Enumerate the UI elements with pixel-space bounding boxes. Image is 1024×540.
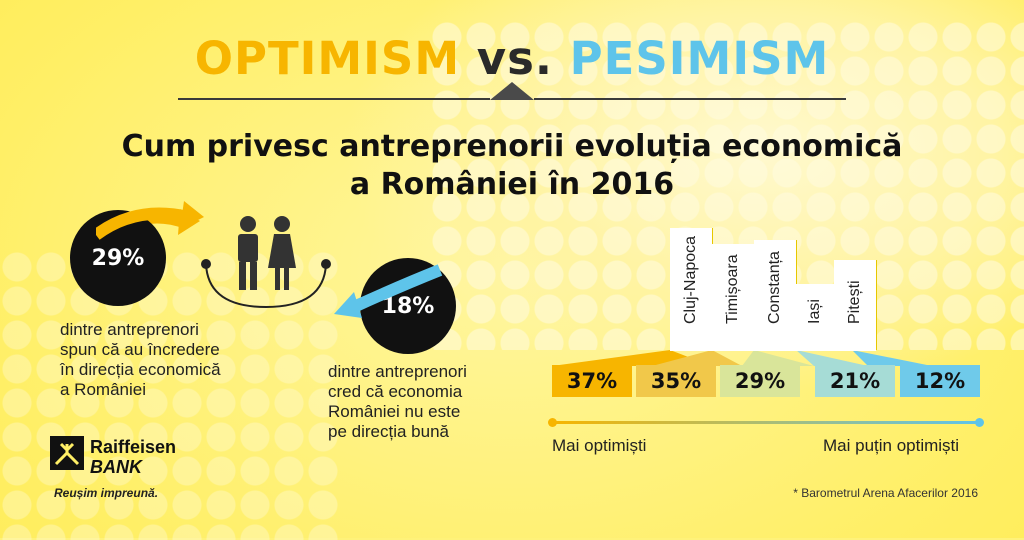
optimism-text: dintre antreprenori spun că au încredere… [60, 320, 221, 400]
divider-right [534, 98, 846, 100]
optimism-axis [552, 421, 980, 424]
city-column: Constanța [754, 240, 797, 350]
subtitle-line2: a României în 2016 [349, 167, 675, 202]
pesimism-text-line: dintre antreprenori [328, 362, 467, 381]
city-bar: 35% [636, 365, 716, 397]
city-value: 29% [734, 369, 786, 393]
brand: Raiffeisen BANK [90, 437, 176, 477]
city-name: Timișoara [724, 254, 741, 324]
headline: OPTIMISM vs. PESIMISM [0, 32, 1024, 85]
city-value: 37% [566, 369, 618, 393]
pesimism-value: 18% [381, 293, 435, 319]
axis-start-dot [548, 418, 557, 427]
optimism-text-line: în direcția economică [60, 360, 221, 379]
axis-left-label: Mai optimiști [552, 436, 647, 455]
city-value: 12% [914, 369, 966, 393]
city-column: Timișoara [712, 244, 755, 350]
decorative-dots-left [0, 250, 340, 540]
subtitle: Cum privesc antreprenorii evoluția econo… [0, 128, 1024, 204]
pesimism-text-line: României nu este [328, 402, 461, 421]
optimism-text-line: a României [60, 380, 146, 399]
city-value: 21% [829, 369, 881, 393]
people-icon [201, 216, 331, 309]
city-column: Iași [796, 284, 835, 350]
headline-optimism: OPTIMISM [194, 32, 461, 85]
optimism-circle: 29% [70, 210, 166, 306]
raiffeisen-logo-icon [50, 436, 84, 470]
city-name: Pitești [846, 280, 863, 324]
optimism-text-line: spun că au încredere [60, 340, 220, 359]
pesimism-arrow-icon [334, 264, 443, 318]
optimism-text-line: dintre antreprenori [60, 320, 199, 339]
city-column: Cluj-Napoca [670, 228, 713, 350]
axis-end-dot [975, 418, 984, 427]
pesimism-text-line: cred că economia [328, 382, 463, 401]
subtitle-line1: Cum privesc antreprenorii evoluția econo… [121, 129, 903, 164]
city-name: Constanța [766, 251, 783, 324]
city-bar: 12% [900, 365, 980, 397]
optimism-value: 29% [91, 245, 145, 271]
pesimism-text: dintre antreprenori cred că economia Rom… [328, 362, 467, 442]
axis-right-label: Mai puțin optimiști [823, 436, 960, 455]
city-bar: 21% [815, 365, 895, 397]
city-name: Iași [806, 299, 823, 324]
divider-left [178, 98, 490, 100]
brand-tagline: Reușim impreună. [54, 486, 159, 500]
brand-name: Raiffeisen [90, 437, 177, 457]
city-column: Pitești [834, 260, 877, 350]
city-name: Cluj-Napoca [682, 235, 699, 324]
city-bar: 29% [720, 365, 800, 397]
source-note: * Barometrul Arena Afacerilor 2016 [793, 486, 978, 500]
city-connector [552, 348, 932, 366]
triangle-pointer-icon [490, 82, 534, 100]
brand-bank: BANK [90, 457, 142, 477]
city-bar: 37% [552, 365, 632, 397]
headline-vs: vs. [476, 32, 553, 85]
optimism-arrow-overlay [96, 201, 204, 240]
pesimism-text-line: pe direcția bună [328, 422, 449, 441]
city-value: 35% [650, 369, 702, 393]
headline-pesimism: PESIMISM [569, 32, 830, 85]
